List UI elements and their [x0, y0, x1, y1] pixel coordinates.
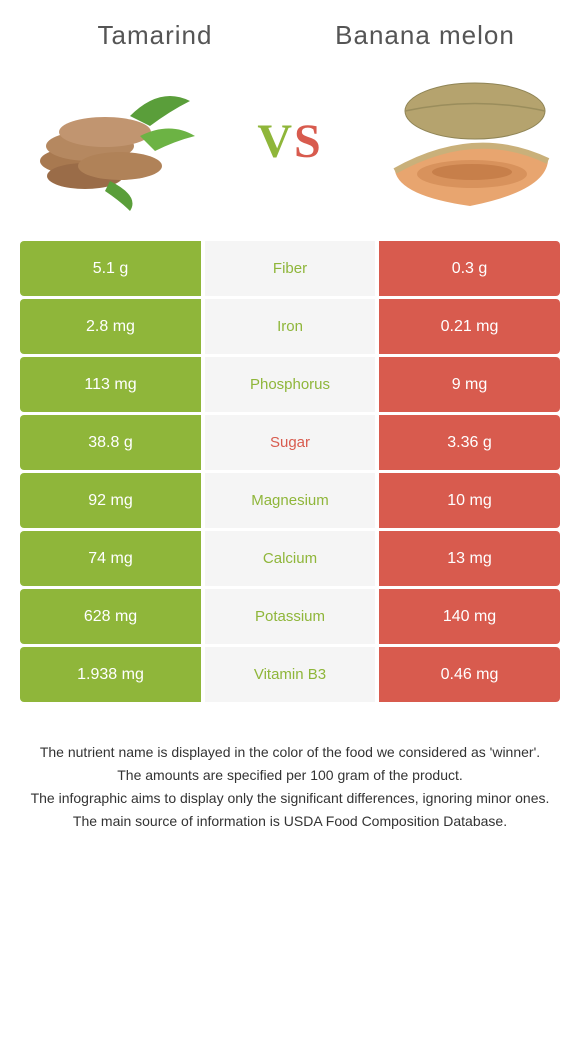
nutrient-row: 2.8 mgIron0.21 mg	[20, 299, 560, 354]
value-right: 0.46 mg	[379, 647, 560, 702]
footer-notes: The nutrient name is displayed in the co…	[0, 702, 580, 854]
nutrient-name: Calcium	[205, 531, 375, 586]
value-left: 2.8 mg	[20, 299, 201, 354]
vs-s: S	[294, 115, 323, 168]
footer-line: The infographic aims to display only the…	[20, 788, 560, 809]
nutrient-name: Potassium	[205, 589, 375, 644]
value-right: 0.3 g	[379, 241, 560, 296]
value-right: 0.21 mg	[379, 299, 560, 354]
value-left: 5.1 g	[20, 241, 201, 296]
images-row: VS	[0, 51, 580, 241]
nutrient-table: 5.1 gFiber0.3 g2.8 mgIron0.21 mg113 mgPh…	[0, 241, 580, 702]
title-right: Banana melon	[290, 20, 560, 51]
value-right: 10 mg	[379, 473, 560, 528]
nutrient-row: 628 mgPotassium140 mg	[20, 589, 560, 644]
tamarind-image	[30, 66, 200, 216]
nutrient-name: Magnesium	[205, 473, 375, 528]
nutrient-name: Iron	[205, 299, 375, 354]
nutrient-row: 92 mgMagnesium10 mg	[20, 473, 560, 528]
nutrient-name: Sugar	[205, 415, 375, 470]
footer-line: The main source of information is USDA F…	[20, 811, 560, 832]
vs-label: VS	[257, 114, 322, 169]
vs-v: V	[257, 115, 294, 168]
nutrient-name: Vitamin B3	[205, 647, 375, 702]
header: Tamarind Banana melon	[0, 0, 580, 51]
nutrient-name: Fiber	[205, 241, 375, 296]
title-left: Tamarind	[20, 20, 290, 51]
melon-image	[380, 66, 550, 216]
value-left: 38.8 g	[20, 415, 201, 470]
nutrient-row: 38.8 gSugar3.36 g	[20, 415, 560, 470]
footer-line: The amounts are specified per 100 gram o…	[20, 765, 560, 786]
value-left: 1.938 mg	[20, 647, 201, 702]
value-right: 13 mg	[379, 531, 560, 586]
value-left: 113 mg	[20, 357, 201, 412]
value-right: 9 mg	[379, 357, 560, 412]
value-right: 3.36 g	[379, 415, 560, 470]
value-left: 74 mg	[20, 531, 201, 586]
nutrient-name: Phosphorus	[205, 357, 375, 412]
nutrient-row: 113 mgPhosphorus9 mg	[20, 357, 560, 412]
value-right: 140 mg	[379, 589, 560, 644]
nutrient-row: 74 mgCalcium13 mg	[20, 531, 560, 586]
nutrient-row: 5.1 gFiber0.3 g	[20, 241, 560, 296]
value-left: 92 mg	[20, 473, 201, 528]
nutrient-row: 1.938 mgVitamin B30.46 mg	[20, 647, 560, 702]
footer-line: The nutrient name is displayed in the co…	[20, 742, 560, 763]
value-left: 628 mg	[20, 589, 201, 644]
